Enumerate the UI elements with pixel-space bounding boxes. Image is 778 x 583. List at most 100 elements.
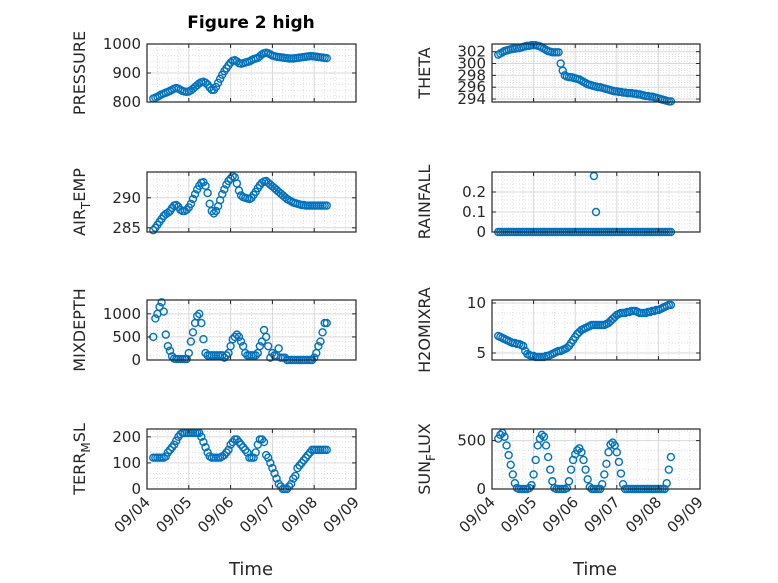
data-point [251,351,260,360]
data-point [224,176,233,186]
x-ticks [146,300,357,360]
y-tick-label: 100 [112,454,141,472]
y-axis-label: H2OMIXRA [415,287,434,373]
data-point [165,346,175,355]
data-point [554,48,563,57]
data-point [266,458,275,468]
data-point [159,307,168,316]
x-tick-label: 09/04 [456,493,499,536]
axes-box [491,43,701,103]
data-point [205,199,214,209]
y-tick-label: 1000 [103,35,141,53]
data-point [666,452,676,462]
data-point [579,455,588,465]
data-point [496,430,505,440]
y-tick-label: 0.1 [462,203,486,221]
data-point [537,430,547,440]
data-point [508,470,517,479]
data-point [581,465,590,474]
data-point [224,445,233,455]
data-point [199,335,208,344]
data-point [197,318,206,328]
x-ticks [491,172,701,232]
x-tick-label: 09/05 [497,493,540,536]
data-point [182,205,191,215]
y-tick-label: 1000 [103,305,141,323]
axes-box [491,171,701,233]
data-point [257,337,267,346]
y-tick-label: 300 [457,55,486,73]
y-tick-label: 296 [457,78,486,96]
y-axis-label: PRESSURE [70,31,89,115]
data-point [566,465,576,474]
data-point [201,78,210,88]
data-point [600,470,609,479]
data-point [316,337,325,346]
y-ticks: 800 900 1000 [103,35,356,111]
y-axis-label: SUNFLUX [415,423,438,495]
y-ticks: 5 10 [467,294,700,362]
data-point [203,188,212,198]
data-point [197,432,206,442]
data-point [218,189,227,199]
data-point [510,478,520,488]
y-tick-label: 500 [112,328,141,346]
y-tick-label: 0.2 [462,183,486,201]
data-point [232,179,242,188]
data-point [506,460,515,470]
data-point [591,207,601,217]
data-point [211,82,221,92]
series-air_temp [149,171,331,235]
data-point [564,477,574,486]
data-point [207,206,216,216]
data-point [211,206,221,216]
x-ticks [146,172,357,232]
data-point [612,448,621,457]
x-tick-label: 09/09 [664,493,707,536]
data-point [264,453,273,462]
data-point [666,300,676,310]
y-axis-label: TERRMSL [70,423,93,496]
x-tick-label: 09/04 [111,493,154,536]
x-tick-label: 09/06 [194,493,237,536]
data-point [213,78,223,88]
data-point [664,465,673,474]
y-tick-label: 290 [112,189,141,207]
data-point [155,302,164,312]
y-tick-label: 10 [467,294,486,312]
y-axis-label: RAINFALL [415,165,434,240]
data-point [172,200,181,210]
minor-grid [492,171,700,232]
x-ticks [491,300,701,360]
subplot-pressure: 800 900 1000 PRESSURE [70,31,357,115]
data-point [149,225,158,235]
y-ticks: 0 100 200 [112,428,356,498]
axes-box [491,428,701,490]
data-point [529,470,538,479]
x-tick-label: 09/07 [236,493,279,536]
data-point [201,443,210,452]
y-tick-label: 0 [131,480,141,498]
y-tick-label: 0 [131,351,141,369]
y-tick-label: 294 [457,90,486,108]
data-point [232,330,242,339]
data-point [500,432,509,441]
y-ticks: 0 500 [457,432,700,498]
data-point [220,185,229,194]
y-ticks: 0 0.1 0.2 [462,183,700,241]
data-point [616,469,626,478]
x-ticks [146,44,357,102]
data-point [583,475,592,484]
data-point [186,337,196,346]
y-tick-label: 0 [476,223,486,241]
axes-box [146,428,357,490]
axes-box [146,299,357,361]
data-point [573,446,582,455]
y-axis-label: THETA [415,47,434,99]
x-ticks [491,44,701,102]
y-tick-label: 298 [457,66,486,84]
